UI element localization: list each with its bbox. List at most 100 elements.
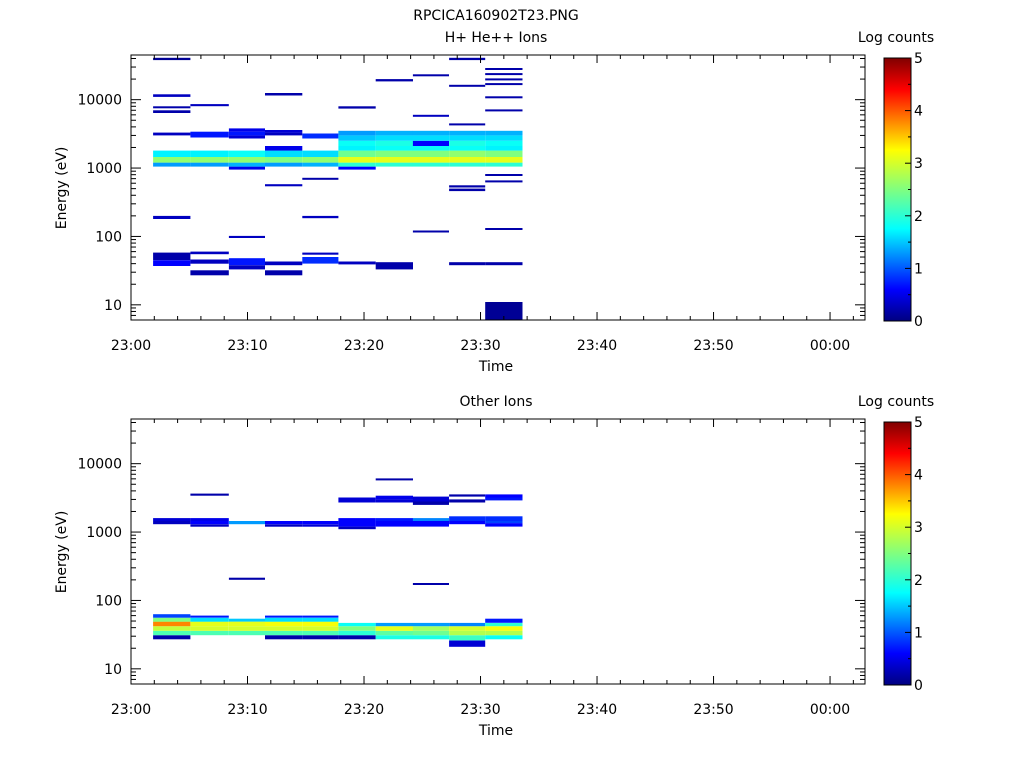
heatmap-cell <box>449 130 486 136</box>
heatmap-cell <box>228 157 265 163</box>
panel-other-ions: Other Ions Log counts Time Energy (eV) 2… <box>54 394 934 739</box>
heatmap-cell <box>449 188 486 192</box>
x-tick-label: 23:10 <box>227 338 267 354</box>
heatmap-cell <box>265 184 303 187</box>
x-tick-label: 23:50 <box>693 702 733 718</box>
heatmap-cell <box>412 150 449 157</box>
heatmap-cell <box>412 140 449 146</box>
heatmap-cell <box>485 626 523 631</box>
heatmap-cell <box>485 109 523 112</box>
heatmap-cell <box>412 130 449 136</box>
heatmap-cell <box>485 180 523 183</box>
heatmap-cell <box>375 521 413 527</box>
colorbar-label: Log counts <box>858 30 934 46</box>
heatmap-cell <box>302 177 339 180</box>
heatmap-cell <box>190 617 229 622</box>
heatmap-cell <box>190 270 229 276</box>
heatmap-cell <box>338 140 376 146</box>
heatmap-cell <box>375 140 413 146</box>
colorbar-tick-label: 5 <box>914 415 923 431</box>
x-tick-label: 23:50 <box>693 338 733 354</box>
heatmap-cell <box>449 516 486 521</box>
heatmap-cells <box>153 478 523 647</box>
heatmap-cell <box>485 521 523 524</box>
heatmap-cell <box>412 135 449 141</box>
heatmap-cell <box>302 524 339 527</box>
heatmap-cell <box>449 135 486 141</box>
heatmap-cell <box>375 162 413 167</box>
heatmap-cell <box>375 157 413 163</box>
heatmap-cell <box>228 162 265 167</box>
heatmap-cell <box>375 626 413 631</box>
heatmap-cell <box>449 630 486 636</box>
y-tick-label: 10 <box>104 298 122 314</box>
heatmap-cell <box>375 630 413 636</box>
heatmap-cell <box>485 497 523 501</box>
heatmap-cell <box>302 626 339 631</box>
heatmap-cell <box>338 130 376 136</box>
heatmap-cell <box>153 630 191 636</box>
heatmap-cell <box>153 106 191 109</box>
heatmap-cell <box>153 626 191 631</box>
heatmap-cell <box>153 614 191 618</box>
x-tick-label: 00:00 <box>810 338 850 354</box>
colorbar-tick-label: 1 <box>914 261 923 277</box>
colorbar-ticks: 0 1 2 3 4 5 <box>905 51 923 330</box>
heatmap-cell <box>375 635 413 640</box>
heatmap-cell <box>302 162 339 167</box>
figure-title: RPCICA160902T23.PNG <box>413 8 578 24</box>
heatmap-cell <box>375 135 413 141</box>
heatmap-cell <box>265 132 303 136</box>
heatmap-cell <box>153 157 191 163</box>
x-tick-label: 23:00 <box>111 338 151 354</box>
heatmap-cell <box>302 157 339 163</box>
colorbar-ticks: 0 1 2 3 4 5 <box>905 415 923 694</box>
heatmap-cell <box>190 251 229 255</box>
x-axis-label: Time <box>478 723 513 739</box>
heatmap-cell <box>265 617 303 622</box>
heatmap-cell <box>449 146 486 151</box>
heatmap-cell <box>485 630 523 636</box>
heatmap-cell <box>228 135 265 139</box>
heatmap-cell <box>302 630 339 636</box>
heatmap-cell <box>190 493 229 496</box>
heatmap-cell <box>302 133 339 139</box>
y-axis-label: Energy (eV) <box>54 511 70 594</box>
heatmap-cell <box>485 523 523 527</box>
axes: 23:00 23:10 23:20 23:30 23:40 23:50 00:00 10 100… <box>77 55 865 354</box>
heatmap-cell <box>449 635 486 641</box>
heatmap-cell <box>485 150 523 157</box>
heatmap-cell <box>265 261 303 266</box>
y-tick-label: 1000 <box>86 525 122 541</box>
heatmap-cell <box>302 615 339 618</box>
heatmap-cell <box>449 521 486 525</box>
heatmap-cell <box>302 521 339 525</box>
colorbar-label: Log counts <box>858 394 934 410</box>
heatmap-cell <box>338 106 376 109</box>
heatmap-cell <box>228 577 265 580</box>
heatmap-cell <box>338 146 376 151</box>
heatmap-cell <box>449 262 486 266</box>
heatmap-cell <box>449 84 486 87</box>
heatmap-cell <box>228 128 265 132</box>
heatmap-cell <box>153 215 191 219</box>
y-tick-label: 10000 <box>77 93 122 109</box>
heatmap-cell <box>375 262 413 270</box>
heatmap-cell <box>228 630 265 636</box>
heatmap-cell <box>449 640 486 647</box>
heatmap-cell <box>153 252 191 261</box>
heatmap-cell <box>190 131 229 138</box>
heatmap-cell <box>190 524 229 527</box>
heatmap-cell <box>375 495 413 500</box>
heatmap-cell <box>485 516 523 521</box>
heatmap-cell <box>375 499 413 503</box>
colorbar <box>883 421 912 686</box>
heatmap-cell <box>153 518 191 521</box>
y-tick-label: 10000 <box>77 457 122 473</box>
heatmap-cell <box>190 157 229 163</box>
heatmap-cell <box>338 521 376 527</box>
heatmap-cell <box>412 626 449 631</box>
y-axis-label: Energy (eV) <box>54 147 70 230</box>
colorbar-tick-label: 3 <box>914 520 923 536</box>
